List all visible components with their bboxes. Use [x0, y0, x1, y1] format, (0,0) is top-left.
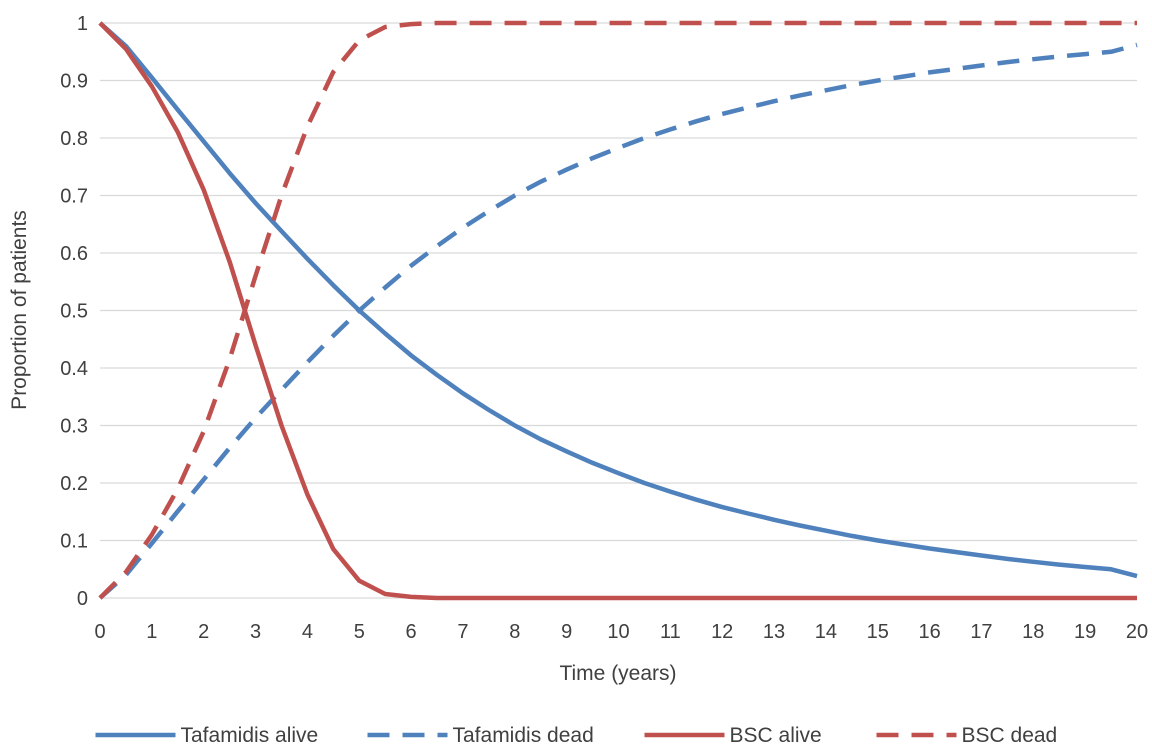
- x-tick-label: 13: [763, 621, 785, 643]
- x-tick-label: 12: [711, 621, 733, 643]
- y-tick-label: 0.5: [60, 301, 88, 323]
- x-tick-label: 10: [607, 621, 629, 643]
- x-tick-label: 16: [918, 621, 940, 643]
- y-tick-label: 0.6: [60, 243, 88, 265]
- x-tick-label: 5: [354, 621, 365, 643]
- legend-label: BSC alive: [730, 724, 822, 747]
- series-line-bsc-alive: [98, 21, 1137, 601]
- x-tick-label: 14: [815, 621, 837, 643]
- y-axis-title: Proportion of patients: [8, 210, 31, 410]
- y-axis-tick-labels: 0 0.1 0.2 0.3 0.4 0.5 0.6 0.7 0.8 0.9 1: [60, 13, 88, 610]
- x-tick-label: 6: [406, 621, 417, 643]
- series-line-bsc-dead: [98, 20, 1137, 600]
- legend-label: BSC dead: [962, 724, 1058, 747]
- x-tick-label: 19: [1074, 621, 1096, 643]
- x-tick-label: 9: [561, 621, 572, 643]
- x-axis-title: Time (years): [559, 662, 676, 685]
- x-tick-label: 17: [970, 621, 992, 643]
- legend-label: Tafamidis alive: [181, 724, 319, 747]
- x-tick-label: 3: [250, 621, 261, 643]
- y-tick-label: 0.1: [60, 531, 88, 553]
- y-tick-label: 0.7: [60, 186, 88, 208]
- y-tick-label: 0.8: [60, 128, 88, 150]
- y-tick-label: 0.4: [60, 358, 88, 380]
- legend-label: Tafamidis dead: [453, 724, 594, 747]
- x-tick-label: 15: [867, 621, 889, 643]
- legend: Tafamidis alive Tafamidis dead BSC alive BS…: [95, 724, 1058, 747]
- x-tick-label: 7: [457, 621, 468, 643]
- x-tick-label: 1: [146, 621, 157, 643]
- y-tick-label: 1: [77, 13, 88, 35]
- x-tick-label: 0: [94, 621, 105, 643]
- series-line-tafamidis-alive: [98, 21, 1138, 579]
- y-tick-label: 0.9: [60, 71, 88, 93]
- x-tick-label: 8: [509, 621, 520, 643]
- x-tick-label: 11: [660, 621, 681, 643]
- gridlines: [100, 22, 1137, 599]
- x-tick-label: 18: [1022, 621, 1044, 643]
- y-tick-label: 0.2: [60, 473, 88, 495]
- series-line-tafamidis-dead: [98, 42, 1138, 600]
- y-tick-label: 0: [77, 588, 88, 610]
- x-tick-label: 2: [198, 621, 209, 643]
- x-tick-label: 20: [1126, 621, 1148, 643]
- series-lines: [98, 20, 1138, 601]
- x-tick-label: 4: [302, 621, 313, 643]
- y-tick-label: 0.3: [60, 416, 88, 438]
- x-axis-tick-labels: 0 1 2 3 4 5 6 7 8 9 10 11 12 13 14 15 16 17 18 19 20: [94, 621, 1148, 643]
